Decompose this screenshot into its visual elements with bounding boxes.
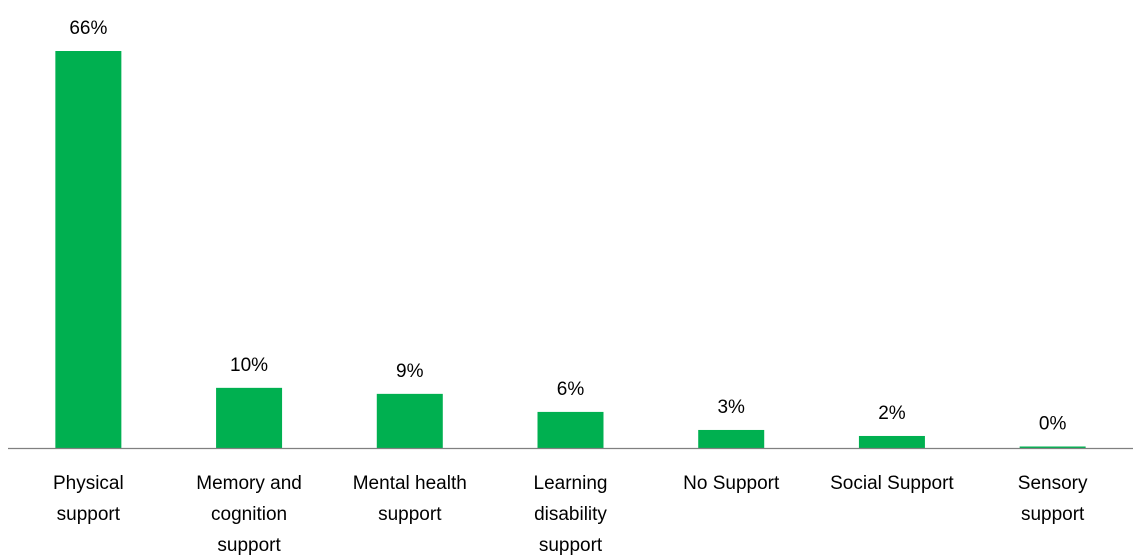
value-labels-group: 66% 10% 9% 6% 3% 2% 0% <box>69 18 1066 435</box>
category-label-line: support <box>217 535 281 556</box>
bar-6 <box>1019 446 1086 448</box>
bar-2 <box>376 393 443 448</box>
category-label-line: Physical <box>53 473 124 494</box>
category-label-4: No Support <box>683 473 780 494</box>
value-label-2: 9% <box>396 361 424 382</box>
category-label-5: Social Support <box>830 473 954 494</box>
category-label-1: Memory and cognition support <box>196 473 302 556</box>
category-label-2: Mental health support <box>353 473 467 525</box>
category-label-line: No Support <box>683 473 780 494</box>
category-label-line: Social Support <box>830 473 954 494</box>
category-labels-group: Physical support Memory and cognition suppor… <box>53 473 1088 556</box>
bar-3 <box>537 411 604 448</box>
value-label-1: 10% <box>230 355 268 376</box>
bar-0 <box>55 51 122 448</box>
category-label-line: Learning <box>534 473 608 494</box>
category-label-6: Sensory support <box>1018 473 1088 525</box>
bar-5 <box>858 435 925 448</box>
category-label-line: Mental health <box>353 473 467 494</box>
bars-group <box>55 51 1086 448</box>
value-label-3: 6% <box>557 379 585 400</box>
category-label-line: support <box>57 504 121 525</box>
category-label-line: cognition <box>211 504 287 525</box>
category-label-line: Memory and <box>196 473 302 494</box>
value-label-5: 2% <box>878 403 906 424</box>
bar-1 <box>216 387 283 448</box>
bar-4 <box>698 429 765 448</box>
value-label-6: 0% <box>1039 414 1067 435</box>
category-label-line: disability <box>534 504 607 525</box>
category-label-line: Sensory <box>1018 473 1088 494</box>
category-label-line: support <box>378 504 442 525</box>
value-label-4: 3% <box>717 397 745 418</box>
category-label-0: Physical support <box>53 473 124 525</box>
category-label-3: Learning disability support <box>534 473 608 556</box>
category-label-line: support <box>1021 504 1085 525</box>
value-label-0: 66% <box>69 18 107 39</box>
category-label-line: support <box>539 535 603 556</box>
